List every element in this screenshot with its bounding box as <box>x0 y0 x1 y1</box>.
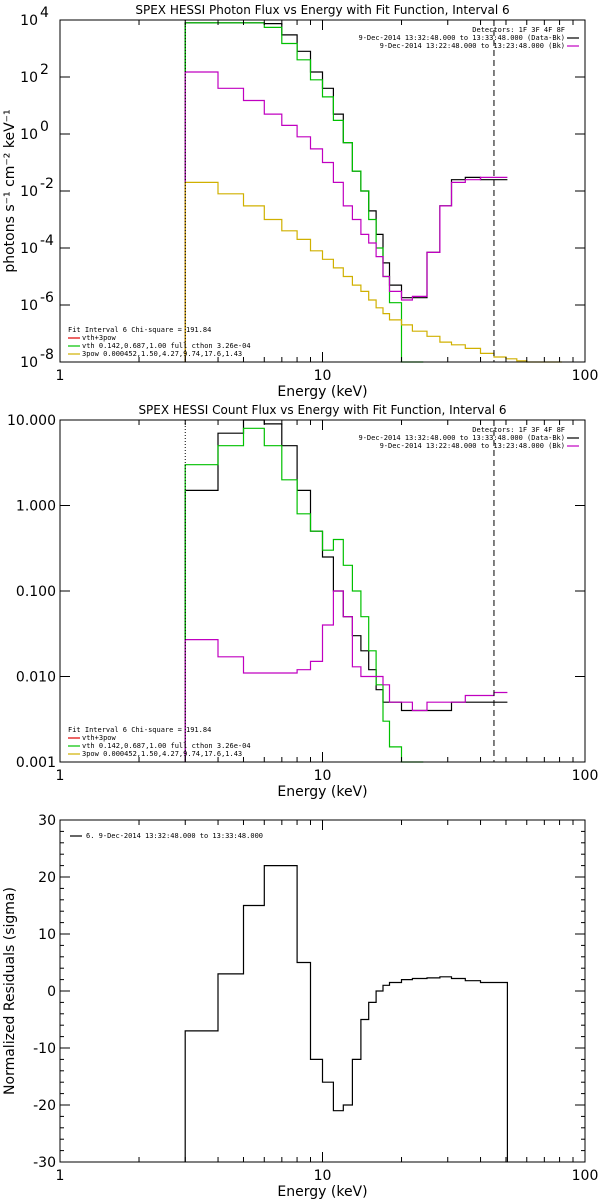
y-tick-exponent: -8 <box>40 347 54 363</box>
x-tick-label: 100 <box>572 768 599 784</box>
y-tick-exponent: -2 <box>40 176 54 192</box>
chart-3 <box>59 819 586 1163</box>
y-axis-label: Normalized Residuals (sigma) <box>2 887 18 1095</box>
x-tick-label: 1 <box>56 368 65 384</box>
y-tick-label: 0.010 <box>16 670 56 686</box>
y-tick-label: 10.000 <box>7 413 56 429</box>
y-axis-label: photons s⁻¹ cm⁻² keV⁻¹ <box>2 109 18 272</box>
legend-entry: Detectors: 1F 3F 4F 8F <box>472 26 565 34</box>
legend-entry: Fit Interval 6 Chi-square = 191.84 <box>68 726 211 734</box>
x-axis-label: Energy (keV) <box>277 384 367 400</box>
series-line <box>184 590 508 762</box>
y-tick-label: -20 <box>33 1098 56 1114</box>
x-tick-label: 10 <box>314 1168 332 1184</box>
chart-title: SPEX HESSI Count Flux vs Energy with Fit… <box>138 403 506 417</box>
chart-2 <box>59 419 586 763</box>
legend-entry: vth 0.142,0.687,1.00 full cthon 3.26e-04 <box>82 342 251 350</box>
y-tick-exponent: -6 <box>40 290 54 306</box>
legend-entry: Fit Interval 6 Chi-square = 191.84 <box>68 326 211 334</box>
x-tick-label: 10 <box>314 368 332 384</box>
plot-frame <box>59 819 586 1163</box>
legend-entry: 9-Dec-2014 13:22:48.000 to 13:23:48.000 … <box>380 42 565 50</box>
x-tick-label: 1 <box>56 1168 65 1184</box>
y-tick-label: 10 <box>20 13 38 29</box>
y-tick-exponent: -4 <box>40 233 54 249</box>
y-tick-label: 10 <box>20 355 38 371</box>
x-tick-label: 10 <box>314 768 332 784</box>
legend-entry: 9-Dec-2014 13:22:48.000 to 13:23:48.000 … <box>380 442 565 450</box>
chart-title: SPEX HESSI Photon Flux vs Energy with Fi… <box>135 3 509 17</box>
y-tick-label: 10 <box>20 70 38 86</box>
series-line <box>184 22 424 363</box>
series-line <box>184 181 562 363</box>
y-tick-label: 1.000 <box>16 499 56 515</box>
legend-entry: vth+3pow <box>82 334 117 342</box>
series-line <box>184 419 508 762</box>
legend-entry: 3pow 0.000452,1.50,4.27,9.74,17.6,1.43 <box>82 750 242 758</box>
y-tick-label: 0.100 <box>16 584 56 600</box>
series-line <box>184 427 424 763</box>
y-tick-exponent: 0 <box>40 119 49 135</box>
y-tick-label: -10 <box>33 1041 56 1057</box>
y-tick-label: 30 <box>38 813 56 829</box>
y-tick-label: 0 <box>47 984 56 1000</box>
series-line <box>184 71 508 362</box>
plot-frame <box>59 419 586 763</box>
legend-entry: 9-Dec-2014 13:32:48.000 to 13:33:48.000 … <box>358 34 565 42</box>
y-tick-label: 20 <box>38 870 56 886</box>
x-tick-label: 100 <box>572 1168 599 1184</box>
x-tick-label: 1 <box>56 768 65 784</box>
x-tick-label: 100 <box>572 368 599 384</box>
y-tick-exponent: 2 <box>40 62 49 78</box>
y-tick-label: 0.001 <box>16 755 56 771</box>
plot-frame <box>59 19 586 363</box>
legend-entry: vth+3pow <box>82 734 117 742</box>
y-tick-label: 10 <box>20 184 38 200</box>
series-line <box>184 865 508 1162</box>
y-tick-label: 10 <box>20 298 38 314</box>
legend-entry: Detectors: 1F 3F 4F 8F <box>472 426 565 434</box>
series-line <box>184 22 508 362</box>
legend-entry: vth 0.142,0.687,1.00 full cthon 3.26e-04 <box>82 742 251 750</box>
legend-entry: 9-Dec-2014 13:32:48.000 to 13:33:48.000 … <box>358 434 565 442</box>
legend-entry: 6. 9-Dec-2014 13:32:48.000 to 13:33:48.0… <box>86 832 263 840</box>
x-axis-label: Energy (keV) <box>277 1184 367 1200</box>
y-tick-exponent: 4 <box>40 5 49 21</box>
legend-entry: 3pow 0.000452,1.50,4.27,9.74,17.6,1.43 <box>82 350 242 358</box>
y-tick-label: 10 <box>20 127 38 143</box>
y-tick-label: 10 <box>38 927 56 943</box>
x-axis-label: Energy (keV) <box>277 784 367 800</box>
y-tick-label: -30 <box>33 1155 56 1171</box>
y-tick-label: 10 <box>20 241 38 257</box>
